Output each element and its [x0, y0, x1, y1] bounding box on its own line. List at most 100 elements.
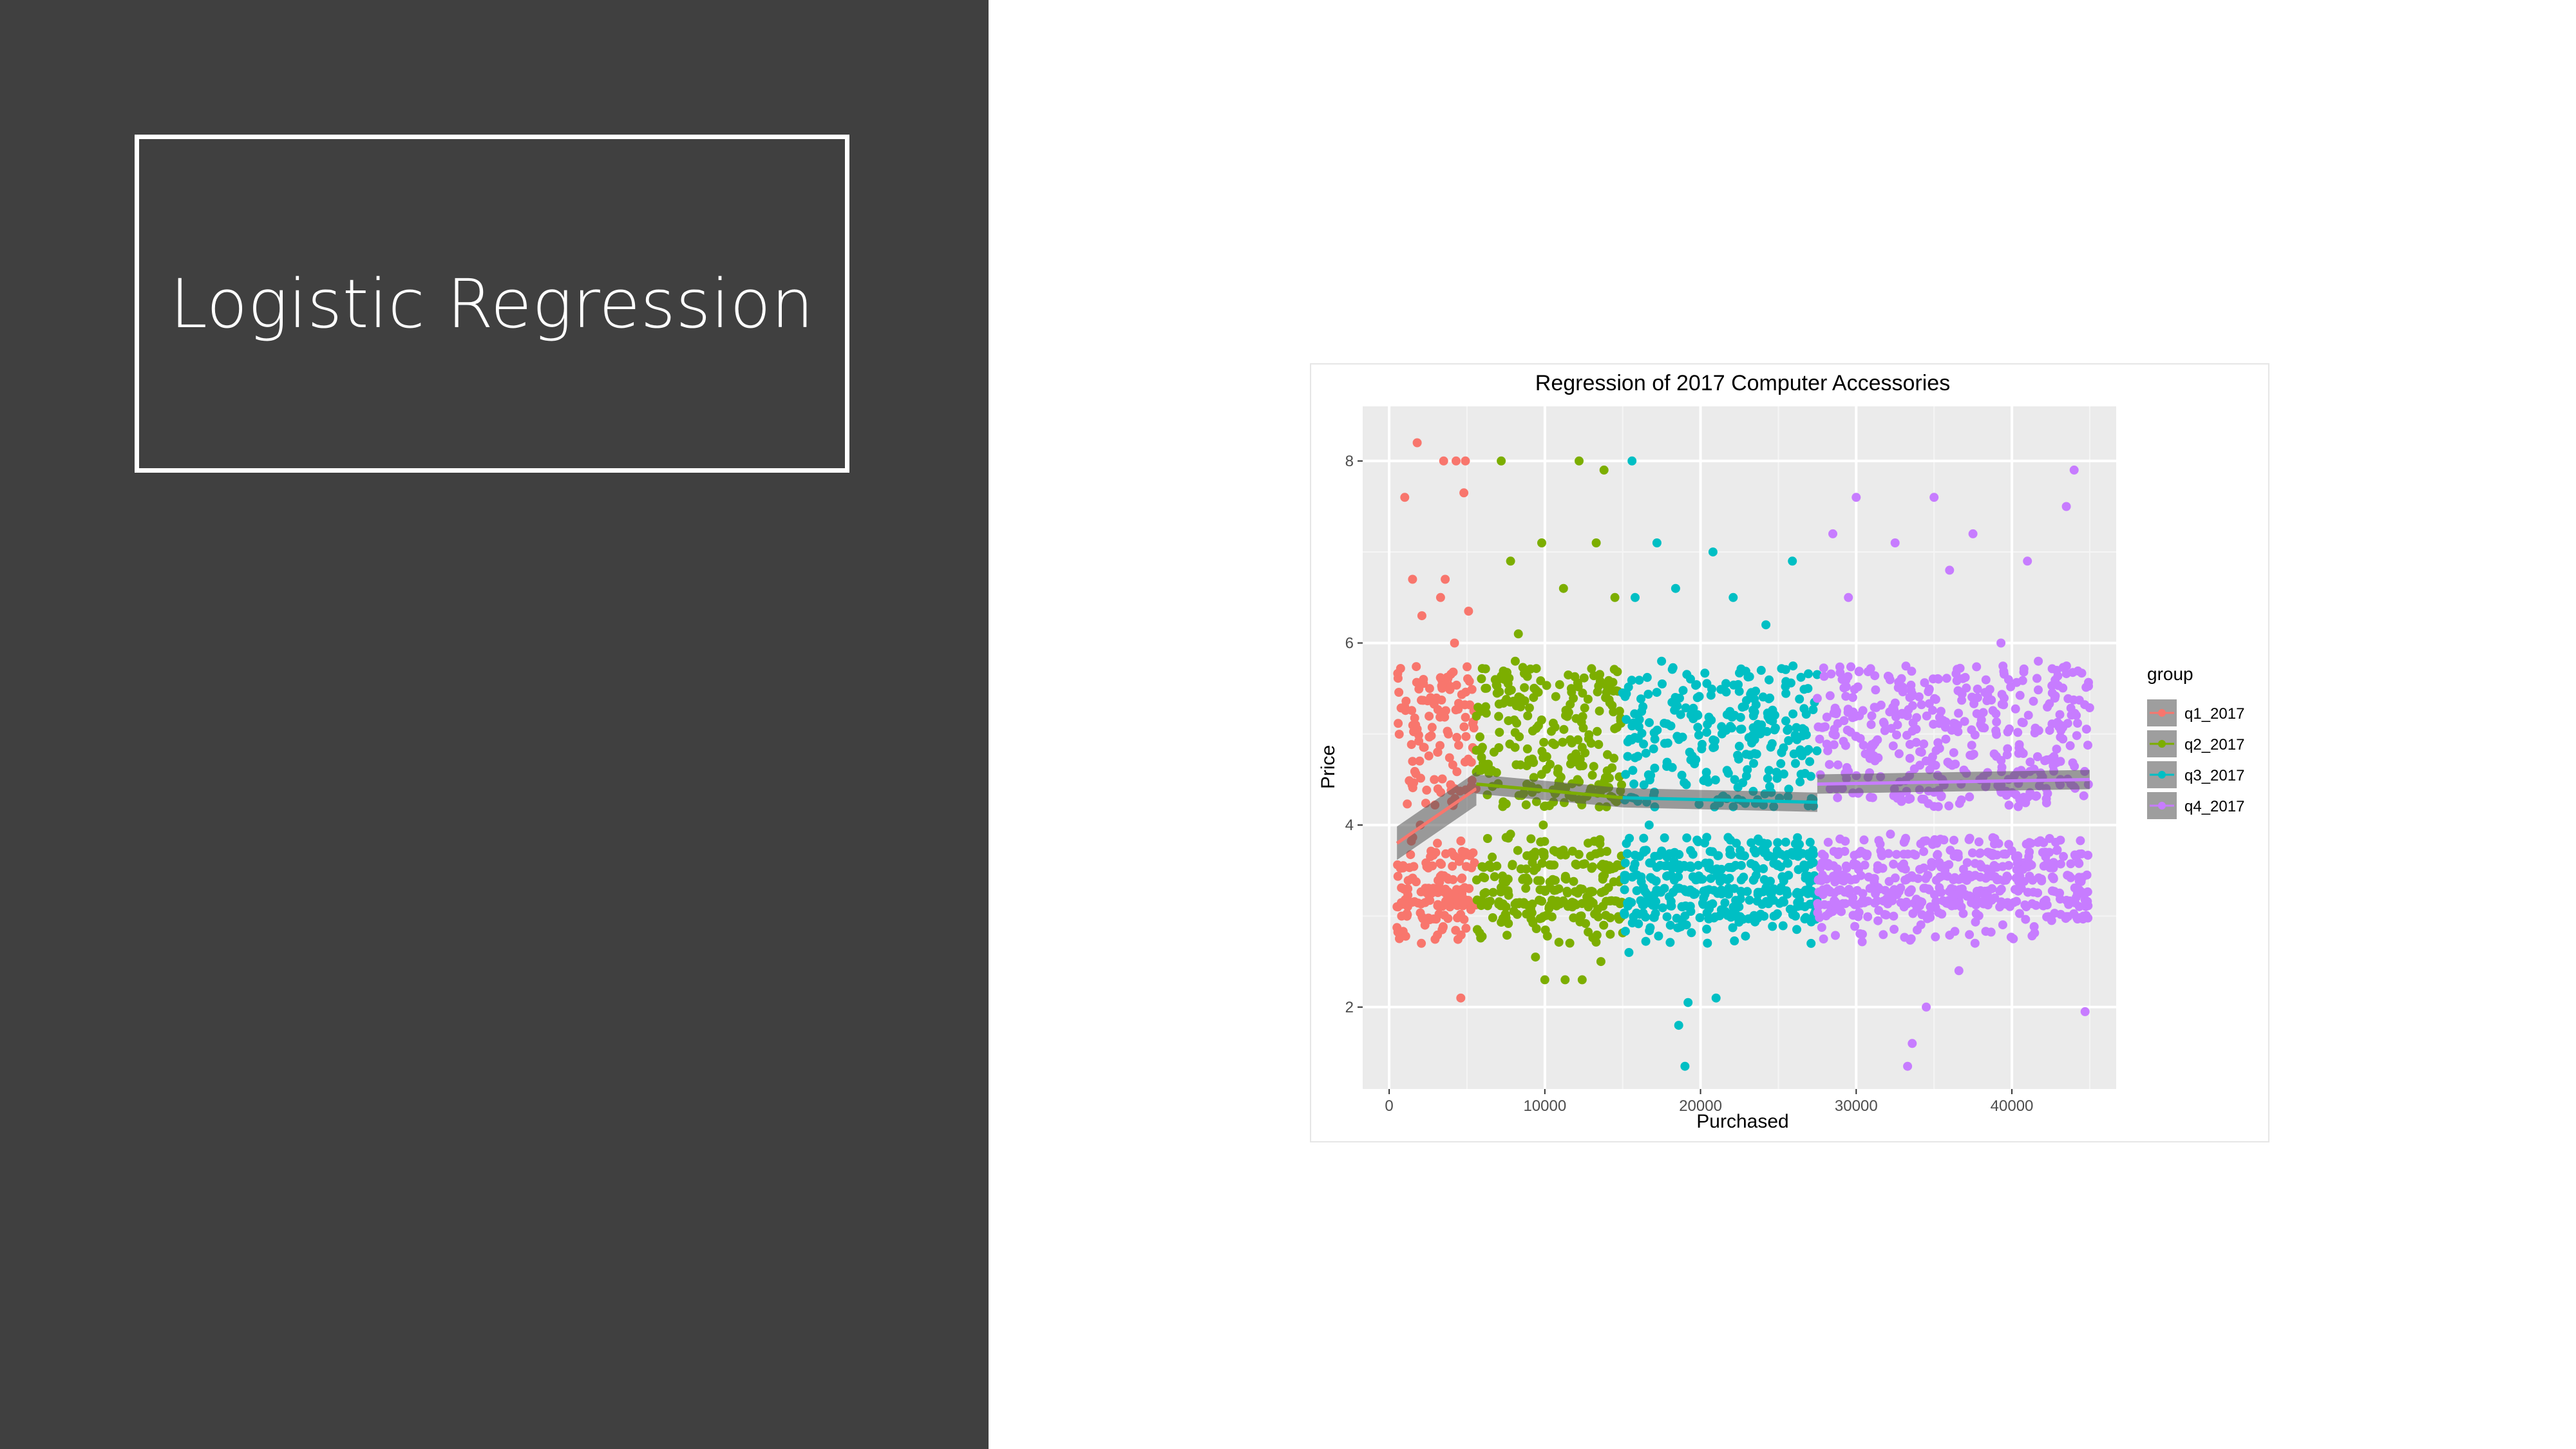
data-point [2043, 858, 2052, 867]
data-point [1885, 707, 1895, 717]
data-point [1716, 685, 1726, 694]
data-point [1573, 682, 1583, 692]
data-point [1777, 664, 1786, 674]
data-point [1526, 834, 1536, 844]
data-point [1660, 850, 1669, 860]
data-point [1607, 763, 1617, 773]
data-point [1693, 710, 1703, 720]
data-point [1905, 753, 1915, 763]
data-point [2025, 848, 2034, 857]
data-point [1880, 726, 1889, 735]
data-point [1592, 931, 1602, 940]
data-point [2000, 693, 2009, 703]
data-point [1513, 629, 1523, 639]
data-point [2072, 710, 2081, 720]
data-point [1850, 685, 1859, 694]
data-point [1596, 887, 1606, 897]
data-point [1406, 875, 1416, 884]
data-point [1461, 456, 1470, 466]
legend-title: group [2147, 664, 2193, 684]
data-point [1927, 758, 1937, 768]
y-tick-label: 8 [1345, 453, 1354, 470]
data-point [2083, 741, 2092, 750]
data-point [1531, 952, 1540, 962]
data-point [1539, 820, 1548, 830]
data-point [1487, 766, 1497, 775]
data-point [1935, 712, 1944, 722]
data-point [1964, 870, 1974, 880]
data-point [1443, 914, 1453, 923]
data-point [2056, 720, 2065, 730]
data-point [1490, 872, 1499, 882]
data-point [1671, 583, 1680, 593]
data-point [1547, 860, 1557, 870]
data-point [1850, 922, 1860, 931]
data-point [1996, 638, 2006, 648]
data-point [1633, 870, 1642, 880]
data-point [1412, 438, 1422, 448]
series-q3_2017 [1618, 456, 1822, 1071]
data-point [1908, 873, 1918, 882]
data-point [1393, 871, 1403, 881]
data-point [1456, 836, 1466, 846]
data-point [1394, 688, 1404, 697]
data-point [1501, 902, 1510, 912]
data-point [1566, 759, 1575, 769]
data-point [1406, 850, 1416, 860]
data-point [1870, 671, 1880, 681]
data-point [1900, 835, 1910, 845]
data-point [1732, 911, 1741, 920]
data-point [1529, 866, 1539, 875]
fit-line-q1_2017 [1396, 787, 1477, 845]
data-point [1422, 862, 1432, 871]
data-point [2042, 912, 2052, 922]
data-point [1575, 456, 1584, 466]
data-point [1677, 902, 1687, 911]
data-point [1664, 892, 1674, 902]
data-point [1593, 904, 1602, 914]
data-point [1425, 684, 1434, 694]
data-point [1658, 903, 1667, 913]
data-point [1544, 801, 1554, 811]
data-point [1573, 775, 1582, 784]
data-point [1766, 896, 1776, 905]
data-point [1750, 749, 1759, 759]
data-point [2081, 724, 2091, 734]
data-point [1838, 899, 1848, 909]
data-point [1734, 687, 1744, 696]
data-point [1537, 538, 1546, 547]
data-point [1962, 683, 1971, 693]
data-point [1927, 705, 1937, 715]
data-point [1965, 930, 1975, 940]
data-point [1823, 746, 1833, 755]
data-point [1974, 911, 1984, 920]
data-point [2014, 740, 2024, 750]
data-point [1889, 911, 1899, 921]
data-point [1888, 741, 1898, 751]
data-point [1472, 712, 1481, 721]
data-point [1911, 850, 1920, 860]
data-point [1709, 886, 1719, 895]
data-point [1854, 667, 1864, 676]
data-point [1815, 734, 1824, 744]
data-point [1736, 875, 1746, 885]
data-point [1620, 858, 1630, 867]
data-point [1955, 799, 1964, 808]
data-point [1897, 708, 1907, 718]
data-point [1988, 833, 1998, 842]
data-point [1601, 693, 1611, 703]
data-point [1393, 674, 1403, 683]
data-point [1767, 887, 1777, 897]
data-point [2066, 859, 2076, 869]
data-point [1981, 675, 1991, 685]
legend-label-q2_2017: q2_2017 [2184, 736, 2244, 753]
data-point [1819, 723, 1828, 732]
data-point [1518, 663, 1528, 672]
data-point [1561, 706, 1571, 715]
data-point [1540, 925, 1550, 935]
data-point [1733, 782, 1743, 792]
data-point [1768, 922, 1777, 931]
data-point [1539, 912, 1548, 922]
x-tick-label: 40000 [1991, 1097, 2034, 1115]
x-tick-label: 20000 [1679, 1097, 1722, 1115]
